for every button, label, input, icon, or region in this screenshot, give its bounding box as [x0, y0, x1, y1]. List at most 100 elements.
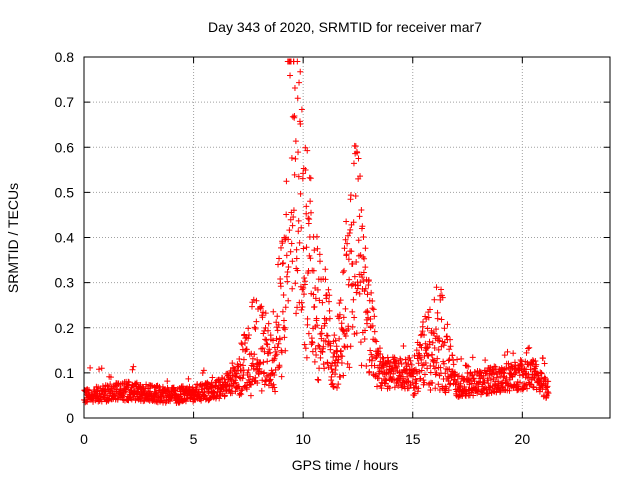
data-point [372, 355, 379, 362]
data-point [282, 326, 289, 333]
data-point [303, 203, 310, 210]
data-point [323, 332, 330, 339]
data-point [353, 330, 360, 337]
data-point [371, 328, 378, 335]
data-point [438, 316, 445, 323]
data-point [429, 380, 436, 387]
data-point [261, 369, 268, 376]
data-point [317, 258, 324, 265]
data-point [340, 314, 347, 321]
data-point [296, 79, 303, 86]
data-point [412, 380, 419, 387]
data-point [293, 255, 300, 262]
data-point [357, 339, 364, 346]
data-point [326, 292, 333, 299]
data-point [279, 240, 286, 247]
data-point [325, 338, 332, 345]
data-point [305, 330, 312, 337]
data-point [285, 297, 292, 304]
data-point [270, 381, 277, 388]
data-point [87, 364, 94, 371]
data-point [545, 378, 552, 385]
data-point [413, 347, 420, 354]
data-point [431, 365, 438, 372]
data-point [425, 314, 432, 321]
data-point [316, 365, 323, 372]
data-point [538, 370, 545, 377]
data-point [133, 379, 140, 386]
data-point [294, 267, 301, 274]
data-point [336, 335, 343, 342]
data-point [305, 215, 312, 222]
data-point [367, 316, 374, 323]
data-point [314, 286, 321, 293]
data-point [300, 245, 307, 252]
data-point [349, 260, 356, 267]
data-point [462, 393, 469, 400]
data-point [347, 226, 354, 233]
data-point [286, 227, 293, 234]
data-point [400, 342, 407, 349]
data-point [415, 385, 422, 392]
data-point [294, 58, 301, 65]
data-point [315, 377, 322, 384]
data-point [323, 295, 330, 302]
data-point [376, 368, 383, 375]
data-point [465, 376, 472, 383]
data-point [457, 380, 464, 387]
data-point [266, 346, 273, 353]
data-point [364, 291, 371, 298]
data-point [415, 360, 422, 367]
data-point [355, 155, 362, 162]
data-point [539, 355, 546, 362]
data-point [362, 285, 369, 292]
data-point [437, 364, 444, 371]
data-point [438, 286, 445, 293]
data-point [260, 309, 267, 316]
data-point [526, 344, 533, 351]
data-point [330, 384, 337, 391]
x-tick-label: 5 [190, 431, 198, 447]
data-point [352, 143, 359, 150]
data-point [232, 379, 239, 386]
data-point [282, 304, 289, 311]
data-point [221, 376, 228, 383]
data-point [300, 170, 307, 177]
data-point [458, 355, 465, 362]
axis-ticks: 0 5 10 15 20 0 0.1 0.2 0.3 0.4 0.5 0.6 0.7 0.8 [55, 49, 610, 447]
data-point [312, 345, 319, 352]
data-point [199, 370, 206, 377]
data-point [258, 387, 265, 394]
data-point [292, 280, 299, 287]
data-point [147, 388, 154, 395]
data-point [276, 255, 283, 262]
data-point [447, 336, 454, 343]
data-point [314, 322, 321, 329]
data-point [373, 338, 380, 345]
data-point [370, 306, 377, 313]
data-point [469, 354, 476, 361]
data-point [455, 373, 462, 380]
data-point [312, 295, 319, 302]
data-point [347, 192, 354, 199]
data-point [260, 330, 267, 337]
data-point [466, 381, 473, 388]
data-point [433, 359, 440, 366]
data-point [313, 351, 320, 358]
data-point [408, 361, 415, 368]
data-point [290, 207, 297, 214]
data-point [240, 356, 247, 363]
data-point [321, 365, 328, 372]
data-point [341, 267, 348, 274]
data-point [247, 392, 254, 399]
data-point [349, 308, 356, 315]
data-point [299, 175, 306, 182]
data-point [287, 248, 294, 255]
data-point [417, 375, 424, 382]
data-point [262, 324, 269, 331]
data-point [348, 248, 355, 255]
y-tick-label: 0.3 [55, 275, 75, 291]
data-point [369, 298, 376, 305]
data-point [284, 278, 291, 285]
data-point [426, 341, 433, 348]
